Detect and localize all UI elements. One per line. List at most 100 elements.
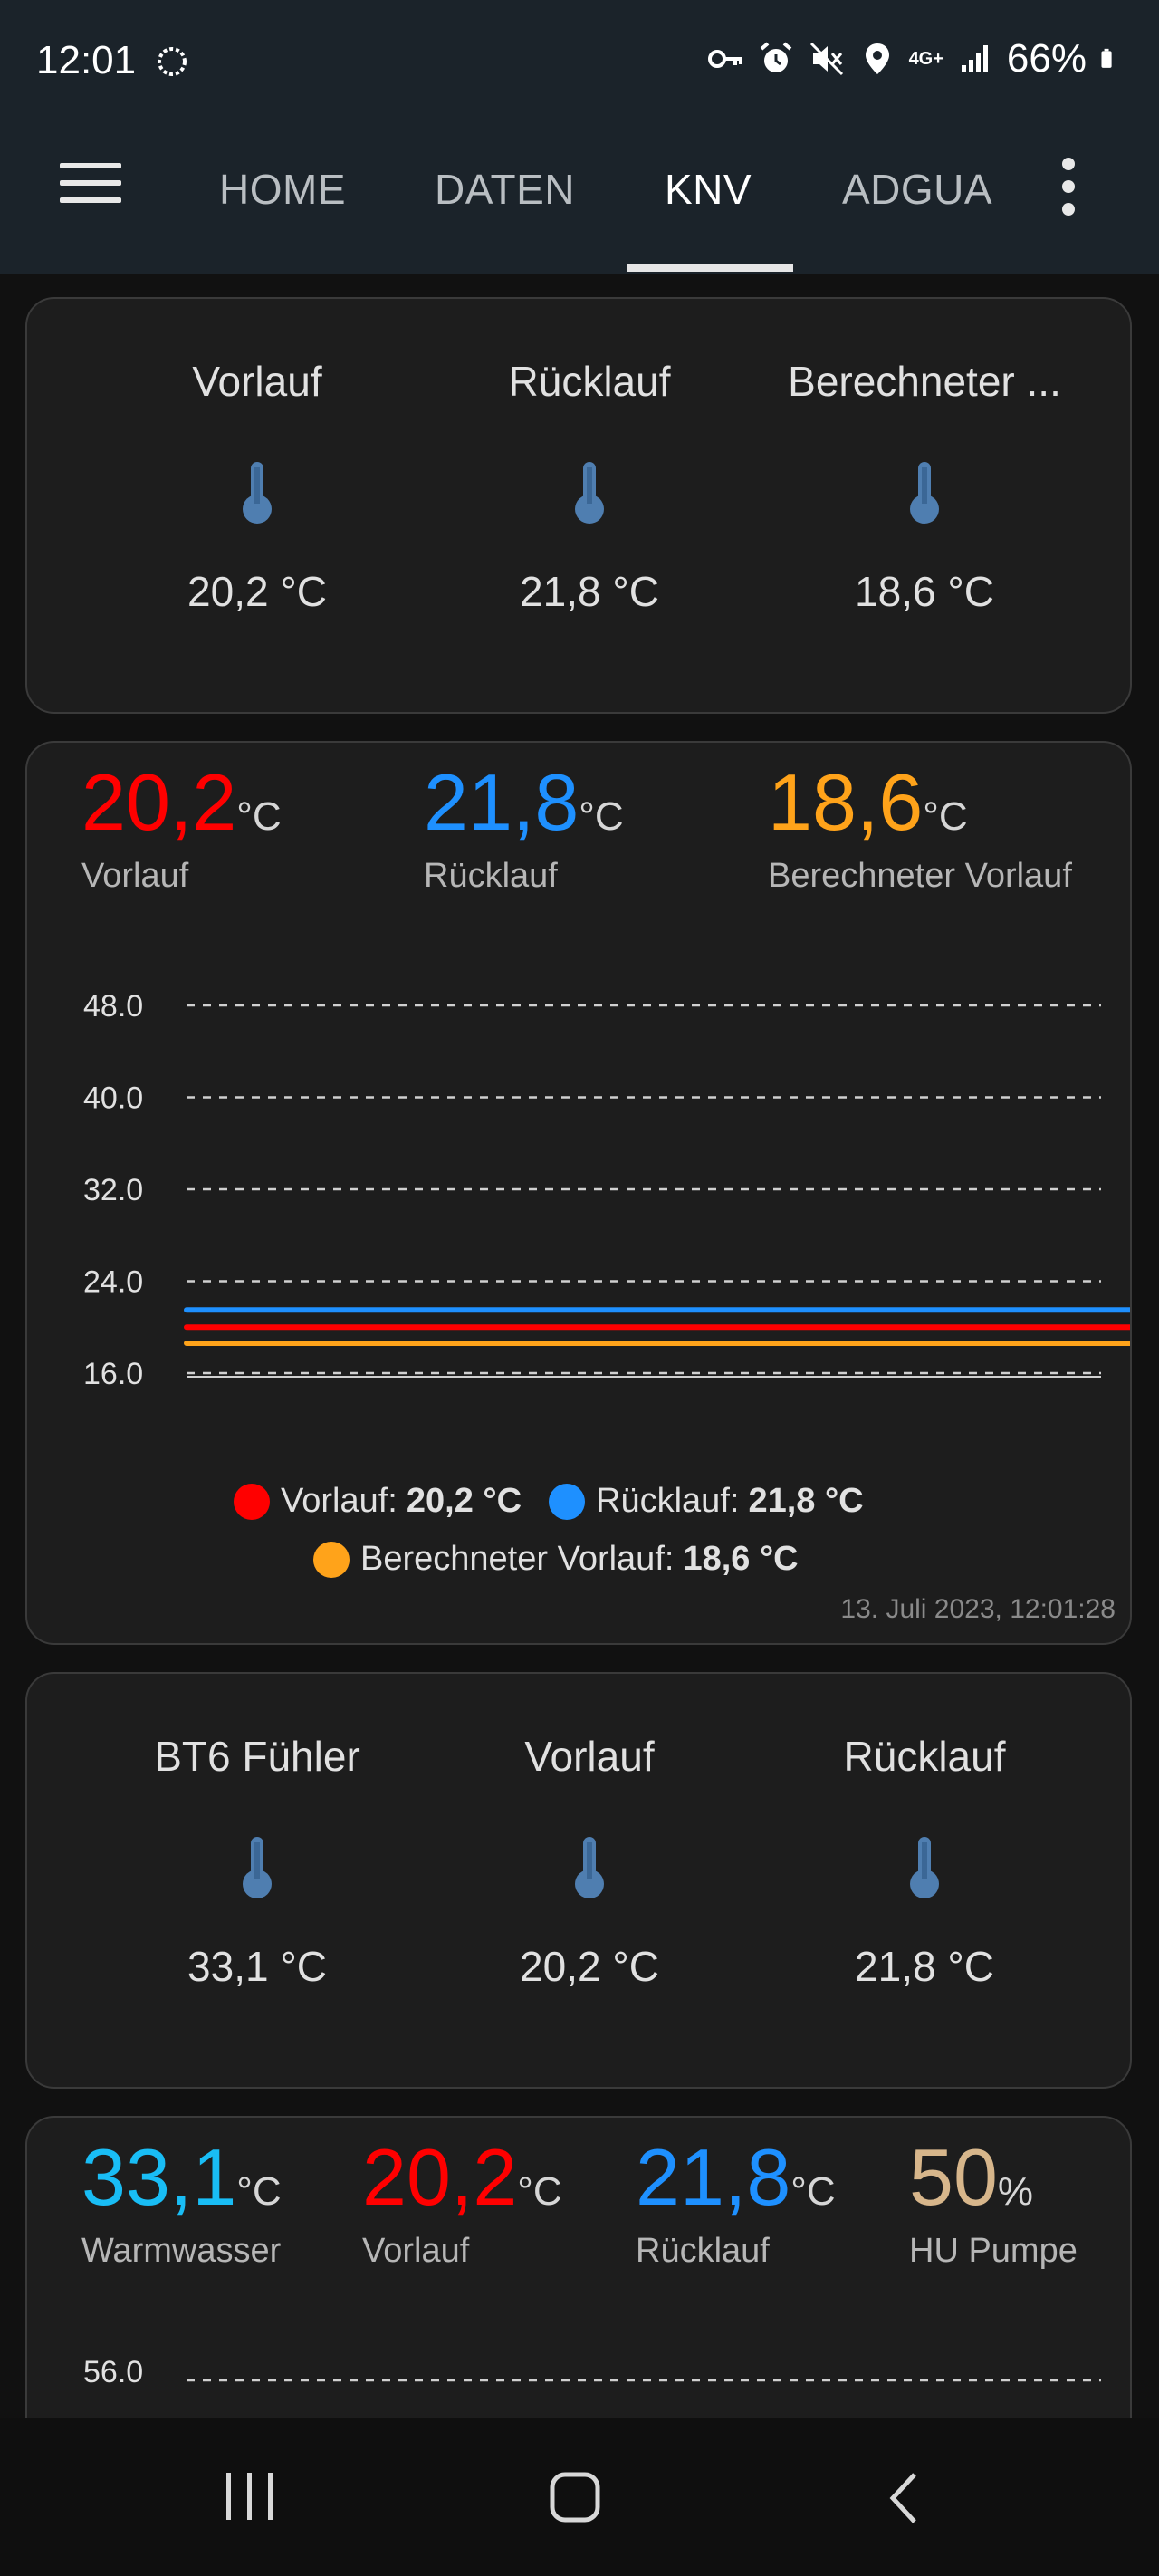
legend-label: Berechneter Vorlauf: [360,1540,675,1578]
overflow-menu-icon[interactable] [1054,158,1083,223]
alarm-icon [760,42,791,72]
menu-icon[interactable] [60,163,121,217]
key-icon [707,50,742,68]
y-tick-label: 48.0 [83,989,143,1024]
legend-row-2: Berechneter Vorlauf: 18,6 °C [313,1540,799,1579]
entities-card-2: BT6 Fühler 33,1 °C Vorlauf 20,2 °C Rückl… [25,1672,1132,2089]
sensor-vorlauf: 20,2°C Vorlauf [362,2138,562,2271]
entity-vorlauf[interactable]: Vorlauf 20,2 °C [108,357,407,616]
legend-value: 21,8 °C [748,1482,864,1520]
entity-value: 21,8 °C [855,1943,994,1990]
legend-label: Vorlauf: [281,1482,398,1520]
series-line-ruecklauf [184,1307,1130,1313]
y-tick-label: 24.0 [83,1265,143,1300]
legend-dot-ruecklauf [549,1483,586,1520]
sensor-unit: °C [579,794,624,839]
thermometer-icon [910,462,939,524]
entities-card-1: Vorlauf 20,2 °C Rücklauf 21,8 °C Berechn… [25,297,1132,714]
graph-card-1[interactable]: 20,2°C Vorlauf 21,8°C Rücklauf 18,6°C Be… [25,741,1132,1645]
tab-adgua[interactable]: ADGUA [842,166,993,213]
sensor-unit: °C [923,794,968,839]
legend-value: 20,2 °C [406,1482,522,1520]
thermometer-icon [910,1837,939,1898]
entity-value: 21,8 °C [520,568,659,615]
sensor-value: 21,8 [424,757,580,847]
sensor-ruecklauf: 21,8°C Rücklauf [424,763,624,896]
entity-vorlauf[interactable]: Vorlauf 20,2 °C [440,1732,739,1991]
thermometer-icon [575,1837,604,1898]
entity-value: 18,6 °C [855,568,994,615]
entity-name: Rücklauf [508,358,671,405]
sensor-vorlauf: 20,2°C Vorlauf [81,763,282,896]
legend-row-1: Vorlauf: 20,2 °C Rücklauf: 21,8 °C [234,1482,864,1521]
y-tick-label: 16.0 [83,1357,143,1391]
battery-icon [1101,48,1112,68]
sensor-ruecklauf: 21,8°C Rücklauf [636,2138,836,2271]
series-line-berechneter-vorlauf [184,1340,1130,1346]
battery-percent: 66% [1006,36,1087,81]
system-nav-bar [0,2418,1159,2576]
sensor-unit: °C [790,2169,836,2214]
app-bar: HOME DATEN KNV ADGUA [0,127,1159,274]
sensor-berechneter-vorlauf: 18,6°C Berechneter Vorlauf [768,763,1072,896]
entity-name: Vorlauf [192,358,322,405]
temperature-chart[interactable]: 48.040.032.024.016.013:0017:0021:0001:00… [27,743,1132,1467]
sensor-hu-pumpe: 50% HU Pumpe [909,2138,1078,2271]
recent-apps-icon[interactable] [223,2471,277,2522]
tab-home[interactable]: HOME [219,166,346,213]
status-bar: 12:01 4G+ 66% [0,0,1159,127]
chart-timestamp: 13. Juli 2023, 12:01:28 [840,1594,1116,1624]
entity-berechneter-vorlauf[interactable]: Berechneter ... 18,6 °C [775,357,1074,616]
legend-value: 18,6 °C [683,1540,799,1578]
home-icon[interactable] [549,2471,603,2525]
signal-icon [961,45,988,72]
entity-name: BT6 Fühler [154,1733,360,1780]
sensor-name: HU Pumpe [909,2232,1078,2270]
legend-dot-berechneter-vorlauf [313,1541,350,1578]
entity-value: 20,2 °C [187,568,327,615]
entity-ruecklauf[interactable]: Rücklauf 21,8 °C [775,1732,1074,1991]
status-icons: 4G+ 66% [706,36,1123,82]
legend-label: Rücklauf: [596,1482,740,1520]
sensor-value: 21,8 [636,2132,791,2222]
sensor-unit: % [997,2169,1034,2214]
back-icon[interactable] [884,2471,924,2525]
sensor-unit: °C [236,794,282,839]
sensor-value: 50 [909,2132,998,2222]
sensor-name: Vorlauf [81,857,189,895]
sensor-value: 20,2 [81,757,237,847]
sensor-value: 33,1 [81,2132,237,2222]
sensor-value: 18,6 [768,757,924,847]
entity-name: Vorlauf [524,1733,655,1780]
entity-name: Berechneter ... [788,358,1061,405]
sync-icon [158,47,187,76]
status-time: 12:01 [36,38,137,82]
tab-knv[interactable]: KNV [665,166,752,213]
sensor-value: 20,2 [362,2132,518,2222]
entity-value: 20,2 °C [520,1943,659,1990]
entity-value: 33,1 °C [187,1943,327,1990]
location-icon [865,43,889,74]
y-tick-label: 56.0 [83,2355,144,2389]
entity-name: Rücklauf [843,1733,1006,1780]
y-tick-label: 40.0 [83,1081,143,1116]
entity-bt6-fuehler[interactable]: BT6 Fühler 33,1 °C [108,1732,407,1991]
sensor-unit: °C [236,2169,282,2214]
sensor-warmwasser: 33,1°C Warmwasser [81,2138,282,2271]
mute-icon [809,42,843,76]
sensor-name: Vorlauf [362,2232,470,2270]
sensor-name: Rücklauf [424,857,558,895]
thermometer-icon [243,462,272,524]
thermometer-icon [575,462,604,524]
series-line-vorlauf [184,1324,1130,1331]
entity-ruecklauf[interactable]: Rücklauf 21,8 °C [440,357,739,616]
active-tab-indicator [627,264,793,272]
sensor-name: Berechneter Vorlauf [768,857,1072,895]
thermometer-icon [243,1837,272,1898]
sensor-unit: °C [517,2169,562,2214]
sensor-name: Rücklauf [636,2232,770,2270]
tab-daten[interactable]: DATEN [435,166,575,213]
legend-dot-vorlauf [234,1483,270,1520]
network-type: 4G+ [908,49,943,69]
sensor-name: Warmwasser [81,2232,282,2270]
